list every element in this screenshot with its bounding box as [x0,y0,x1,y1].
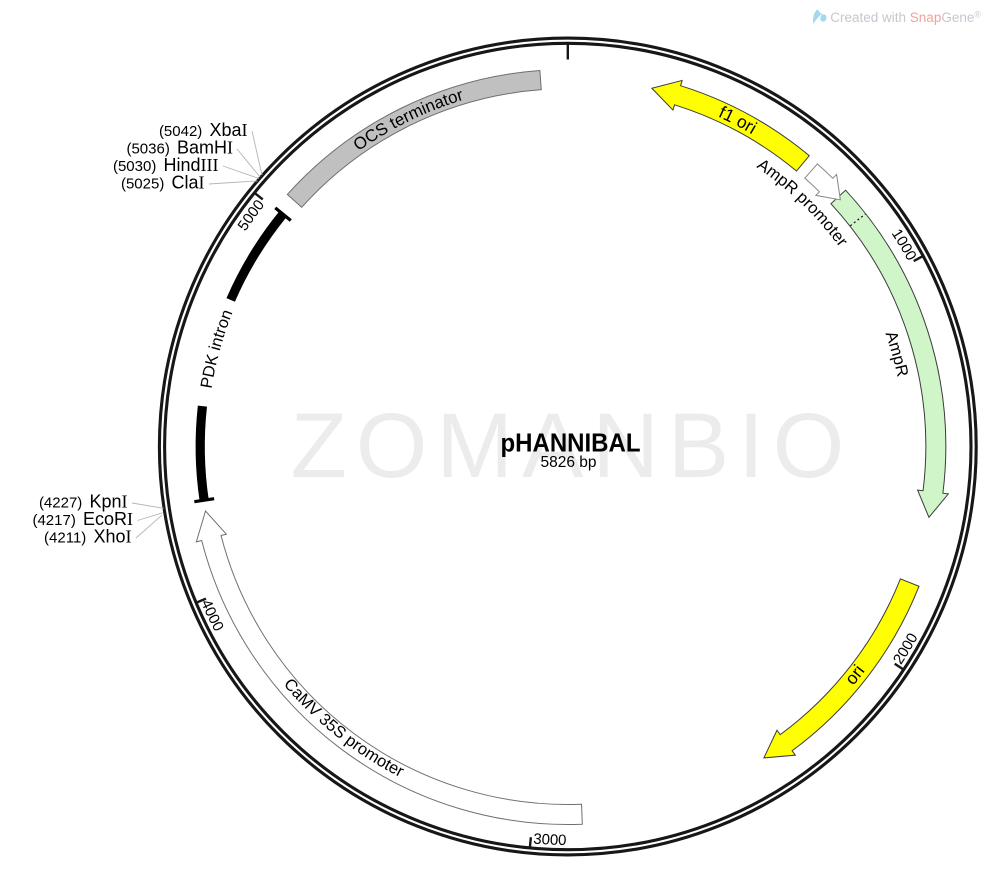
svg-text:PDK intron: PDK intron [198,307,237,390]
svg-text:pHANNIBAL: pHANNIBAL [501,428,641,458]
svg-text:3000: 3000 [533,831,567,849]
svg-text:(5036) BamHI: (5036) BamHI [126,138,233,158]
svg-text:ZOMANBIO: ZOMANBIO [291,395,854,497]
svg-text:(4217) EcoRI: (4217) EcoRI [32,509,133,529]
svg-text:(5030) HindIII: (5030) HindIII [113,155,219,175]
svg-text:(4227) KpnI: (4227) KpnI [39,492,128,512]
svg-text:Created with SnapGene®: Created with SnapGene® [830,10,981,26]
svg-text:AmpR: AmpR [882,329,912,379]
svg-text:5826 bp: 5826 bp [540,454,596,471]
svg-text:(5025) ClaI: (5025) ClaI [121,173,205,193]
svg-text:(4211) XhoI: (4211) XhoI [44,527,131,547]
svg-text:(5042) XbaI: (5042) XbaI [159,120,248,140]
svg-text:CaMV 35S promoter: CaMV 35S promoter [280,675,407,781]
